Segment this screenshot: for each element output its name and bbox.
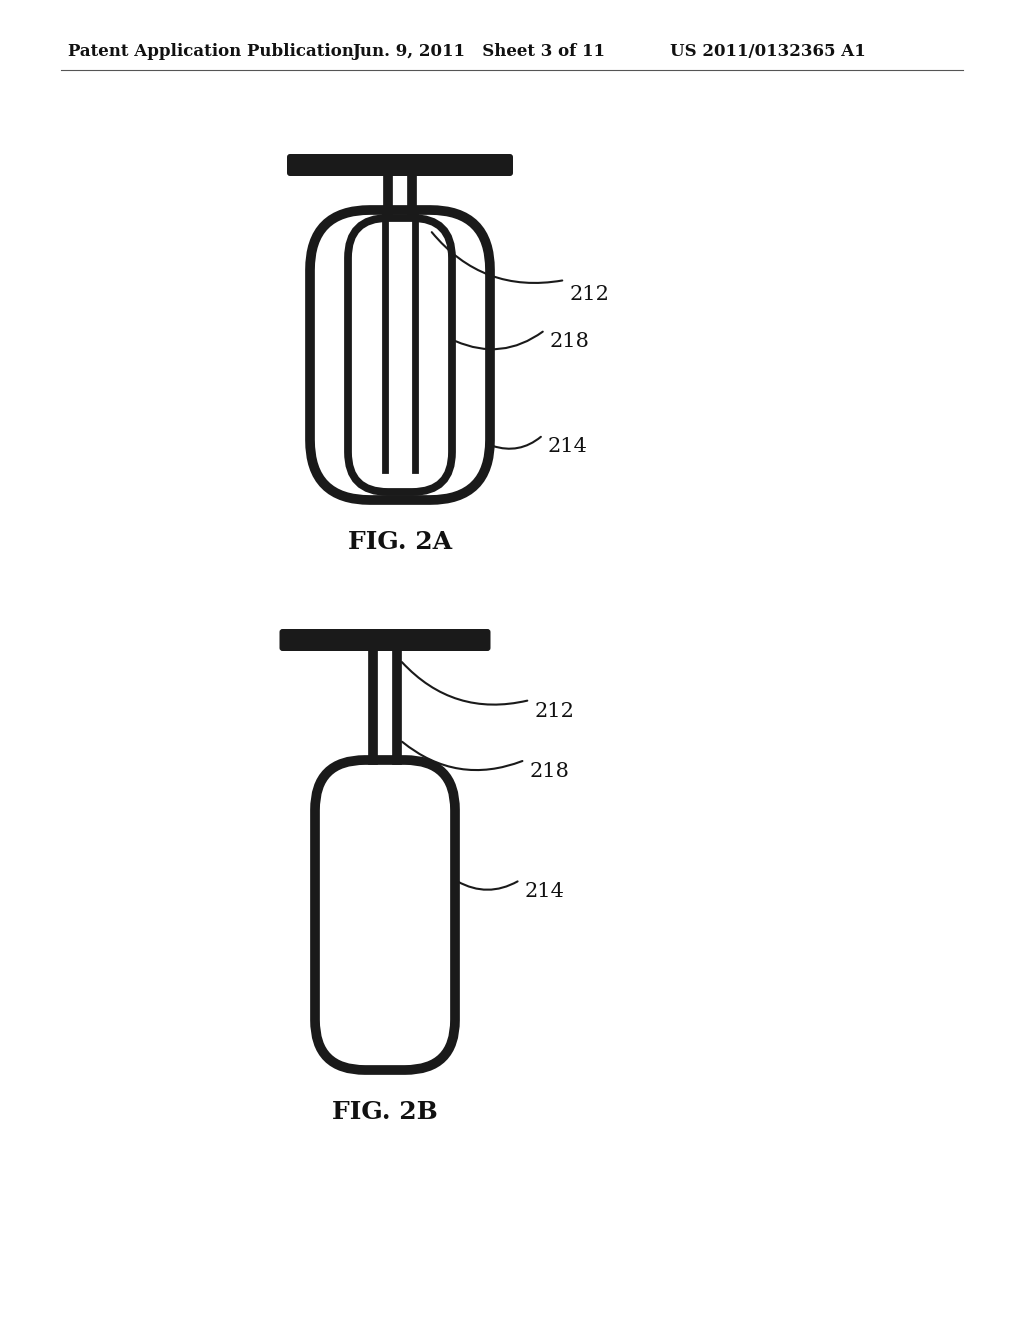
Text: 218: 218 xyxy=(550,333,590,351)
FancyBboxPatch shape xyxy=(287,154,513,176)
Text: 214: 214 xyxy=(525,882,565,902)
Text: US 2011/0132365 A1: US 2011/0132365 A1 xyxy=(670,44,865,61)
Text: FIG. 2B: FIG. 2B xyxy=(332,1100,438,1125)
Text: FIG. 2A: FIG. 2A xyxy=(348,531,452,554)
Text: Patent Application Publication: Patent Application Publication xyxy=(68,44,354,61)
Text: 214: 214 xyxy=(548,437,588,455)
Text: Jun. 9, 2011   Sheet 3 of 11: Jun. 9, 2011 Sheet 3 of 11 xyxy=(352,44,605,61)
Text: 212: 212 xyxy=(535,702,574,721)
Text: 218: 218 xyxy=(530,762,570,781)
FancyBboxPatch shape xyxy=(280,630,490,651)
Text: 212: 212 xyxy=(570,285,610,304)
